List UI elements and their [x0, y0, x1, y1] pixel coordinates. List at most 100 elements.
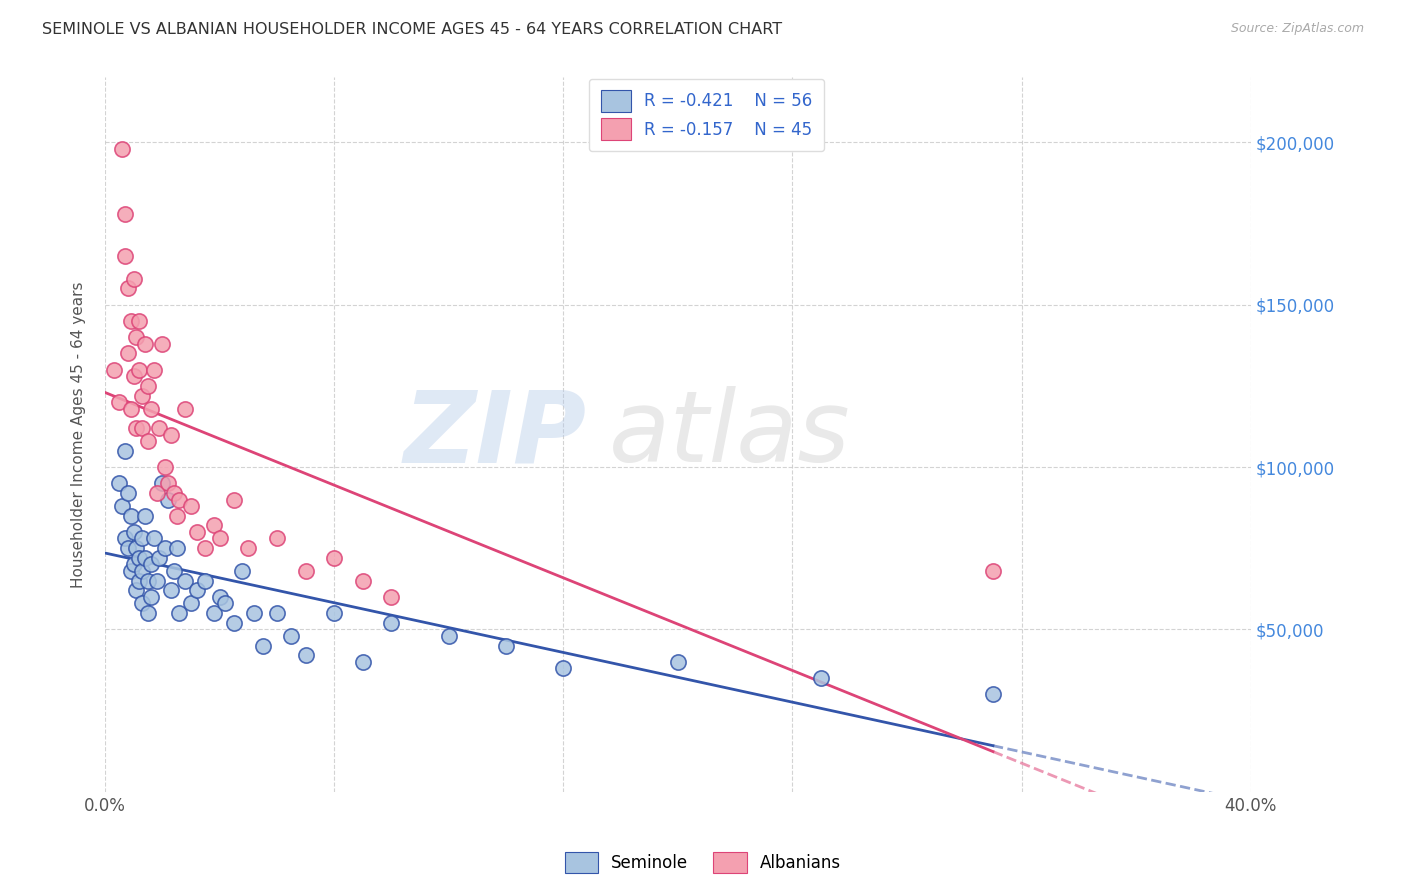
Point: [125, 330, 148, 344]
Point: [114, 532, 136, 546]
Point: [131, 564, 153, 578]
Point: [117, 281, 139, 295]
Point: [108, 476, 131, 491]
Point: [114, 249, 136, 263]
Point: [231, 564, 253, 578]
Point: [125, 421, 148, 435]
Point: [136, 606, 159, 620]
Point: [222, 492, 245, 507]
Point: [222, 615, 245, 630]
Point: [174, 401, 197, 416]
Point: [156, 476, 179, 491]
Point: [243, 606, 266, 620]
Point: [380, 590, 402, 604]
Point: [180, 499, 202, 513]
Point: [280, 629, 302, 643]
Text: atlas: atlas: [609, 386, 851, 483]
Point: [134, 550, 156, 565]
Point: [810, 671, 832, 685]
Point: [169, 492, 191, 507]
Point: [160, 427, 183, 442]
Point: [125, 583, 148, 598]
Point: [139, 558, 162, 572]
Point: [163, 564, 186, 578]
Point: [131, 389, 153, 403]
Point: [142, 532, 165, 546]
Point: [120, 314, 142, 328]
Point: [136, 434, 159, 448]
Point: [202, 518, 225, 533]
Point: [186, 524, 208, 539]
Legend: Seminole, Albanians: Seminole, Albanians: [558, 846, 848, 880]
Point: [180, 596, 202, 610]
Point: [294, 564, 316, 578]
Point: [148, 550, 170, 565]
Point: [125, 541, 148, 556]
Point: [142, 362, 165, 376]
Point: [352, 574, 374, 588]
Point: [169, 606, 191, 620]
Point: [166, 508, 188, 523]
Point: [128, 362, 150, 376]
Point: [136, 379, 159, 393]
Point: [294, 648, 316, 663]
Point: [266, 532, 288, 546]
Point: [131, 421, 153, 435]
Point: [120, 564, 142, 578]
Point: [139, 401, 162, 416]
Point: [128, 314, 150, 328]
Point: [981, 687, 1004, 701]
Point: [166, 541, 188, 556]
Point: [153, 460, 176, 475]
Point: [323, 550, 346, 565]
Point: [150, 476, 173, 491]
Point: [160, 583, 183, 598]
Point: [117, 541, 139, 556]
Point: [122, 558, 145, 572]
Point: [153, 541, 176, 556]
Point: [174, 574, 197, 588]
Point: [666, 655, 689, 669]
Point: [117, 346, 139, 360]
Legend: R = -0.421    N = 56, R = -0.157    N = 45: R = -0.421 N = 56, R = -0.157 N = 45: [589, 78, 824, 152]
Point: [122, 271, 145, 285]
Point: [114, 443, 136, 458]
Point: [122, 369, 145, 384]
Point: [202, 606, 225, 620]
Point: [114, 207, 136, 221]
Point: [139, 590, 162, 604]
Point: [437, 629, 460, 643]
Point: [495, 639, 517, 653]
Point: [134, 336, 156, 351]
Point: [150, 336, 173, 351]
Point: [145, 574, 167, 588]
Point: [120, 508, 142, 523]
Text: ZIP: ZIP: [404, 386, 586, 483]
Point: [208, 590, 231, 604]
Point: [145, 486, 167, 500]
Point: [194, 574, 217, 588]
Point: [108, 395, 131, 409]
Point: [981, 564, 1004, 578]
Point: [380, 615, 402, 630]
Point: [194, 541, 217, 556]
Point: [103, 362, 125, 376]
Point: [111, 499, 134, 513]
Point: [553, 661, 575, 675]
Point: [323, 606, 346, 620]
Point: [117, 486, 139, 500]
Point: [186, 583, 208, 598]
Point: [238, 541, 260, 556]
Point: [122, 524, 145, 539]
Point: [131, 532, 153, 546]
Point: [134, 508, 156, 523]
Y-axis label: Householder Income Ages 45 - 64 years: Householder Income Ages 45 - 64 years: [72, 281, 86, 588]
Point: [136, 574, 159, 588]
Text: Source: ZipAtlas.com: Source: ZipAtlas.com: [1230, 22, 1364, 36]
Point: [128, 574, 150, 588]
Point: [128, 550, 150, 565]
Point: [252, 639, 274, 653]
Point: [111, 142, 134, 156]
Point: [214, 596, 236, 610]
Point: [131, 596, 153, 610]
